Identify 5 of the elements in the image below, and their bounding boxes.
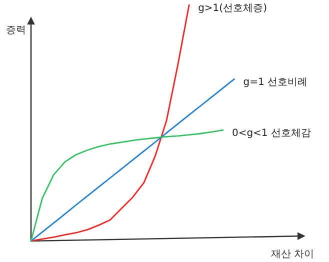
series-label: 0<g<1 선호체감 <box>232 128 311 140</box>
series-label: g>1(선호체증) <box>198 3 268 14</box>
y-axis-title: 증력 <box>6 25 26 36</box>
series-label: g=1 선호비례 <box>243 77 308 88</box>
x-axis-title: 재산 차이 <box>270 249 314 260</box>
